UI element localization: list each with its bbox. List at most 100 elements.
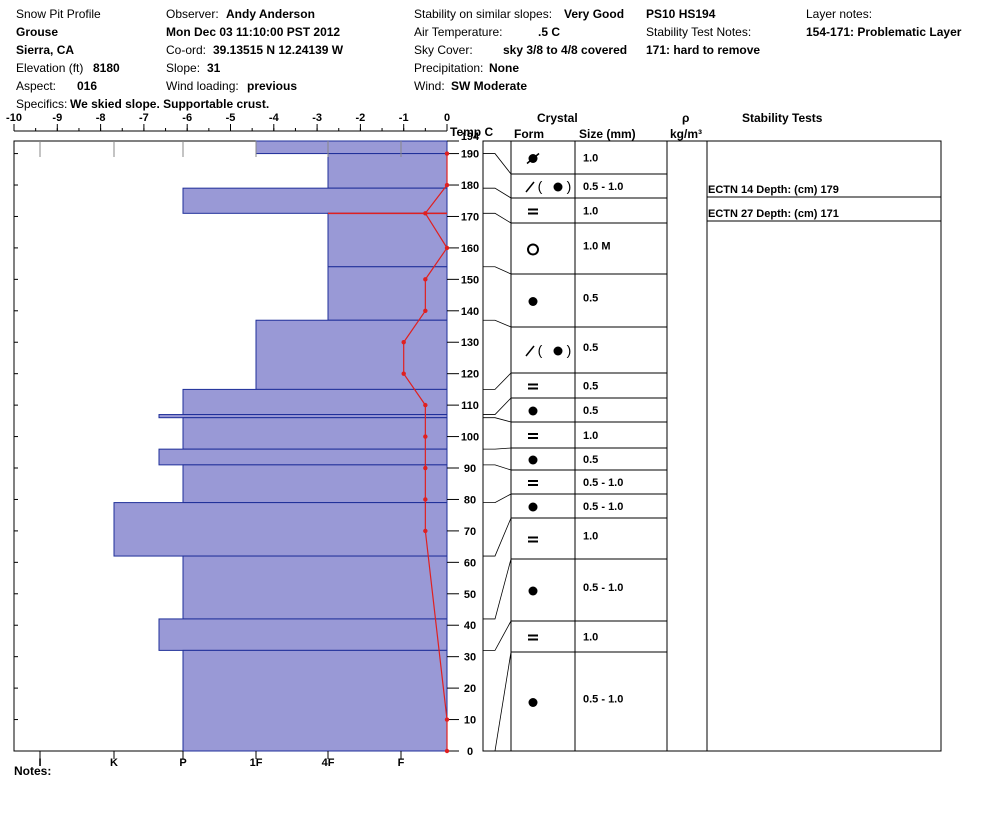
- mf-slash: [526, 152, 540, 165]
- form-header: Form: [514, 127, 544, 141]
- temperature-point: [423, 434, 428, 439]
- depth-tick-label: 140: [461, 306, 479, 318]
- hardness-bar: [182, 187, 448, 214]
- layer-connector: [483, 397, 512, 415]
- temp-tick-label: -6: [182, 112, 192, 124]
- temp-tick-label: -10: [6, 112, 22, 124]
- stability-label: Stability on similar slopes:: [414, 7, 553, 21]
- crystal-size: 0.5: [583, 342, 598, 354]
- temperature-point: [423, 465, 428, 471]
- hardness-tick-label: P: [179, 757, 186, 769]
- layer-connector: [483, 464, 512, 471]
- hardness-bar: [113, 502, 448, 557]
- stability-tests-header: Stability Tests: [742, 111, 823, 125]
- aspect-label: Aspect:: [16, 79, 57, 93]
- temperature-point: [401, 371, 406, 376]
- size-header: Size (mm): [579, 127, 636, 141]
- sky-label: Sky Cover:: [414, 43, 473, 57]
- temperature-point: [444, 151, 450, 156]
- temperature-point: [423, 497, 428, 502]
- coord-value: 39.13515 N 12.24139 W: [213, 43, 344, 57]
- hardness-bar: [182, 649, 448, 752]
- aspect-value: 016: [77, 79, 98, 93]
- stability-notes-label: Stability Test Notes:: [646, 25, 752, 39]
- specifics-value: We skied slope. Supportable crust.: [70, 97, 270, 111]
- crystal-size: 0.5 - 1.0: [583, 501, 623, 513]
- temp-tick-label: -8: [96, 112, 106, 124]
- layer-connector: [483, 620, 512, 651]
- fr-paren: ): [567, 178, 572, 194]
- crystal-size: 0.5 - 1.0: [583, 477, 623, 489]
- air-temp-label: Air Temperature:: [414, 25, 503, 39]
- faceted-rounded-icon: (): [525, 342, 572, 358]
- region: Sierra, CA: [16, 43, 75, 57]
- hardness-bar: [182, 555, 448, 620]
- layer-connector: [483, 372, 512, 390]
- temp-tick-label: -2: [356, 112, 366, 124]
- notes-label: Notes:: [14, 764, 52, 778]
- rounded-icon: [528, 698, 538, 707]
- depth-tick-label: 10: [464, 715, 476, 727]
- wind-loading-value: previous: [247, 79, 298, 93]
- rounded-dot: [528, 406, 538, 416]
- rounded-icon: [528, 297, 538, 306]
- crystal-size: 0.5: [583, 293, 598, 305]
- depth-tick-label: 40: [464, 620, 476, 632]
- depth-tick-label: 120: [461, 369, 479, 381]
- melt-freeze-icon: [526, 152, 540, 165]
- coord-label: Co-ord:: [166, 43, 207, 57]
- layer-connector: [483, 212, 512, 224]
- depth-tick-label: 30: [464, 652, 476, 664]
- hardness-bar: [255, 319, 448, 390]
- temp-tick-label: -5: [226, 112, 236, 124]
- depth-tick-label: 20: [464, 683, 476, 695]
- temperature-point: [444, 245, 450, 251]
- layer-connector: [483, 187, 512, 199]
- faceted-rounded-icon: (): [525, 178, 572, 194]
- layer-connector: [483, 417, 512, 423]
- depth-tick-label: 150: [461, 274, 479, 286]
- fr-paren: ): [567, 342, 572, 358]
- crystal-size: 1.0: [583, 206, 598, 218]
- faceted-icon: [528, 433, 538, 439]
- temperature-point: [423, 402, 428, 408]
- hardness-tick-label: F: [398, 757, 405, 769]
- hoar-ring: [527, 243, 539, 256]
- hardness-tick-label: I: [38, 757, 41, 769]
- crystal-size: 1.0 M: [583, 241, 611, 253]
- rho-unit: kg/m³: [670, 127, 703, 141]
- hardness-bar: [327, 153, 448, 189]
- depth-tick-label: 194: [461, 131, 480, 143]
- slope-value: 31: [207, 61, 221, 75]
- temperature-point: [444, 717, 450, 722]
- faceted-icon: [528, 536, 538, 543]
- crystal-size: 0.5 - 1.0: [583, 181, 623, 193]
- observer-label: Observer:: [166, 7, 219, 21]
- fr-dot: [553, 346, 563, 356]
- layer-connector: [483, 266, 512, 275]
- hardness-bar: [158, 448, 448, 466]
- temp-tick-label: -4: [269, 112, 280, 124]
- stability-value: Very Good: [564, 7, 625, 21]
- temperature-point: [444, 748, 450, 754]
- rounded-dot: [528, 586, 538, 596]
- depth-tick-label: 180: [461, 180, 479, 192]
- stability-test-entry: ECTN 14 Depth: (cm) 179: [708, 184, 839, 196]
- datetime: Mon Dec 03 11:10:00 PST 2012: [166, 25, 341, 39]
- hardness-tick-label: K: [110, 757, 118, 769]
- depth-tick-label: 0: [467, 746, 473, 758]
- layer-notes-label: Layer notes:: [806, 7, 873, 21]
- layer-connector: [483, 153, 512, 175]
- depth-tick-label: 130: [461, 337, 479, 349]
- faceted-icon: [528, 208, 538, 215]
- hardness-bar: [255, 140, 448, 155]
- layer-connector: [483, 447, 512, 450]
- temp-axis-title: Temp C: [450, 125, 494, 139]
- fr-slash: [525, 345, 535, 357]
- precip-label: Precipitation:: [414, 61, 484, 75]
- rounded-dot: [528, 297, 538, 306]
- faceted-icon: [528, 383, 538, 390]
- layer-connector: [483, 319, 512, 328]
- faceted-icon: [528, 634, 538, 641]
